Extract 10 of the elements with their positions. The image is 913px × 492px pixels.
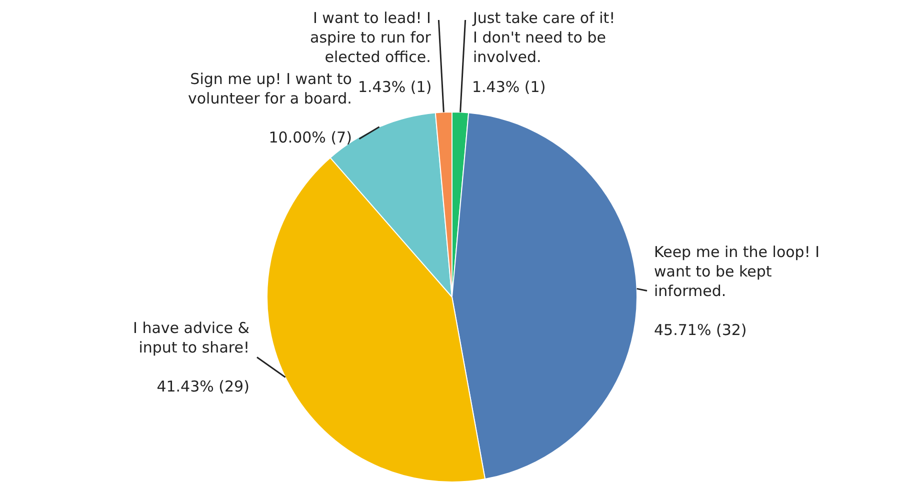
data-label: 45.71% (32) (654, 321, 747, 339)
data-label: 41.43% (29) (156, 378, 250, 396)
slice-label: I have advice & input to share! (133, 319, 250, 356)
slice-label: Sign me up! I want to volunteer for a board. (188, 70, 352, 108)
data-label: 10.00% (7) (268, 128, 352, 146)
data-label: 1.43% (1) (358, 78, 432, 96)
slice-label: Keep me in the loop! I want to be kept informed. (654, 243, 820, 300)
slice-label: Just take care of it! I don't need to be involved. (472, 9, 616, 66)
data-label: 1.43% (1) (472, 78, 546, 96)
slice-label: I want to lead! I aspire to run for elected office. (310, 9, 432, 66)
